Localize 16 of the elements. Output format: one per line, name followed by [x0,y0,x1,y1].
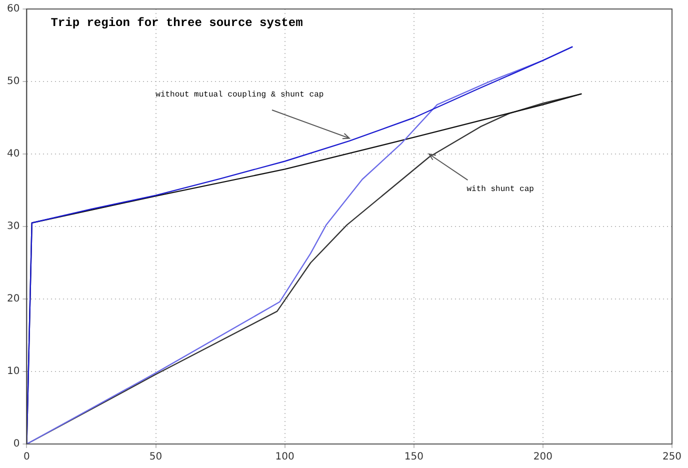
y-tick-label: 40 [6,148,20,160]
y-tick-label: 10 [6,366,20,378]
x-tick-label: 50 [149,452,162,463]
y-tick-label: 60 [6,4,20,15]
y-tick-label: 0 [13,438,20,450]
text: Trip region for three source system [50,16,303,30]
annotation: without mutual coupling & shunt cap [156,90,324,100]
x-tick-label: 150 [404,452,424,463]
y-tick-label: 50 [6,76,20,88]
y-tick-label: 20 [6,294,20,305]
x-tick-label: 0 [24,452,30,463]
x-tick-label: 100 [275,452,294,463]
y-tick-label: 30 [6,221,20,232]
x-tick-label: 250 [662,452,682,463]
x-tick-label: 200 [533,452,552,463]
annotation: with shunt cap [466,184,534,194]
